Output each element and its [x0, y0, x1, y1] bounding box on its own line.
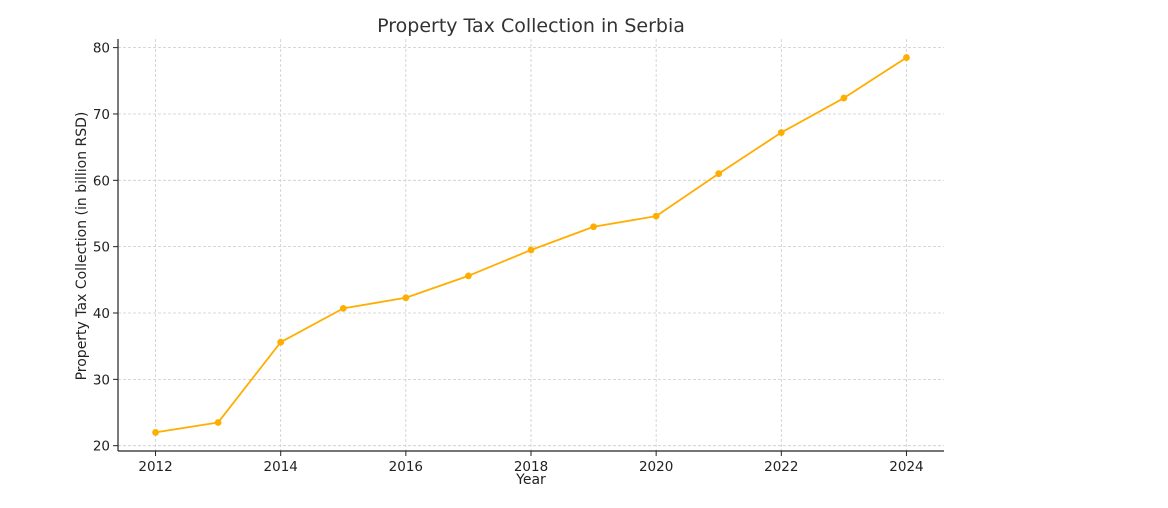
- data-point: [214, 419, 222, 426]
- x-tick-label: 2022: [764, 459, 798, 475]
- data-point: [277, 338, 285, 346]
- x-tick-label: 2014: [264, 459, 298, 475]
- data-point: [777, 129, 785, 136]
- grid-lines: [118, 39, 944, 451]
- data-point: [840, 94, 848, 102]
- chart-title: Property Tax Collection in Serbia: [377, 15, 685, 37]
- data-point: [465, 272, 472, 280]
- y-tick-label: 80: [93, 41, 110, 57]
- data-point: [715, 170, 723, 178]
- data-point: [652, 212, 660, 220]
- data-point: [903, 54, 910, 61]
- x-tick-label: 2018: [514, 459, 548, 475]
- x-tick-label: 2012: [138, 459, 172, 475]
- y-tick-label: 20: [93, 439, 110, 455]
- data-point: [590, 223, 597, 231]
- x-tick-label: 2020: [639, 459, 673, 475]
- data-point: [527, 246, 535, 254]
- series-layer: [152, 54, 910, 436]
- y-tick-label: 40: [93, 306, 110, 322]
- y-tick-label: 30: [93, 372, 110, 388]
- y-tick-label: 70: [93, 107, 110, 123]
- data-point: [402, 294, 410, 302]
- x-tick-label: 2016: [389, 459, 423, 475]
- data-point: [152, 429, 159, 436]
- x-tick-label: 2024: [889, 459, 923, 475]
- y-axis-label: Property Tax Collection (in billion RSD): [74, 112, 90, 381]
- y-tick-label: 50: [93, 240, 110, 256]
- y-tick-label: 60: [93, 173, 110, 189]
- tick-labels: 2012 2014 2016 2018 2020 2022 2024 20 30 40 50 60 70…: [93, 41, 924, 475]
- data-point: [339, 304, 347, 312]
- x-axis-label: Year: [515, 472, 546, 488]
